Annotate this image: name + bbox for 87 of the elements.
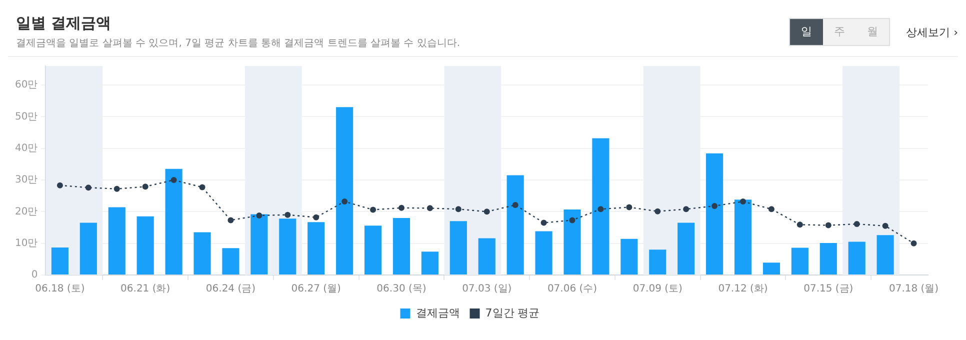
bar xyxy=(506,175,524,274)
bar xyxy=(620,238,638,274)
y-tick-label: 60만 xyxy=(14,80,38,91)
point xyxy=(598,206,604,212)
point xyxy=(796,222,803,228)
bar xyxy=(364,226,382,274)
point xyxy=(854,221,860,228)
bar xyxy=(165,168,182,274)
point xyxy=(455,206,462,212)
bar xyxy=(706,153,724,274)
point xyxy=(540,220,547,226)
point xyxy=(683,206,690,212)
point xyxy=(626,204,632,210)
point xyxy=(825,222,832,228)
point xyxy=(199,184,206,190)
bar xyxy=(222,248,240,274)
point xyxy=(512,202,518,208)
point xyxy=(56,182,63,188)
bar xyxy=(592,138,610,274)
point xyxy=(740,198,746,205)
x-tick-label: 07.09 (토) xyxy=(632,284,683,295)
bar xyxy=(308,222,325,274)
bar xyxy=(820,243,837,274)
x-tick-label: 06.18 (토) xyxy=(35,284,85,295)
bar xyxy=(108,207,126,274)
y-tick-label: 30만 xyxy=(14,174,38,186)
text: 상세보기 › xyxy=(906,24,958,40)
point xyxy=(228,217,234,224)
bar xyxy=(848,242,866,274)
point xyxy=(370,206,376,213)
point xyxy=(256,212,262,218)
point xyxy=(426,205,433,212)
point xyxy=(313,214,320,220)
bar xyxy=(336,107,354,274)
x-tick-label: 07.15 (금) xyxy=(804,284,854,295)
x-tick-label: 07.06 (수) xyxy=(547,284,598,295)
point xyxy=(170,177,177,183)
bar xyxy=(450,221,467,274)
y-tick-label: 20만 xyxy=(14,206,38,218)
bar xyxy=(136,216,154,274)
bar xyxy=(876,235,894,274)
point xyxy=(142,184,148,190)
x-tick-label: 07.03 (일) xyxy=(462,284,512,295)
legend-label: 결제금액 xyxy=(416,306,460,320)
point xyxy=(484,208,490,215)
y-tick-label: 0 xyxy=(31,270,38,281)
bar xyxy=(478,238,496,274)
point xyxy=(342,198,348,205)
point xyxy=(85,184,92,191)
bar xyxy=(194,232,211,274)
y-tick-label: 40만 xyxy=(14,142,38,154)
point xyxy=(910,240,917,246)
bar xyxy=(392,218,410,274)
x-tick-label: 06.24 (금) xyxy=(206,284,256,295)
text: 일 xyxy=(790,19,824,45)
x-tick-label: 07.12 (화) xyxy=(718,284,768,295)
bar xyxy=(80,222,97,274)
bar xyxy=(791,248,808,274)
text: 주 xyxy=(823,19,856,45)
legend-label: 7일간 평균 xyxy=(485,306,540,320)
point xyxy=(284,212,291,218)
point xyxy=(768,206,774,212)
chart-title: 일별 결제금액 xyxy=(16,14,112,33)
bar xyxy=(421,252,438,274)
bar xyxy=(649,250,666,274)
y-tick-label: 50만 xyxy=(14,111,38,122)
chart-subtitle: 결제금액을 일별로 살펴볼 수 있으며, 7일 평균 차트를 통해 결제금액 트렌드를 살펴볼 수 있습니다. xyxy=(16,37,460,50)
point xyxy=(114,186,120,192)
y-tick-label: 10만 xyxy=(14,238,38,249)
point xyxy=(654,208,661,214)
point xyxy=(398,204,404,211)
bar xyxy=(564,209,581,274)
bar xyxy=(678,222,695,274)
point xyxy=(882,222,888,229)
bar xyxy=(535,231,552,274)
x-tick-label: 06.21 (화) xyxy=(120,284,170,295)
text: 월 xyxy=(856,19,890,45)
bar xyxy=(279,218,296,274)
bar xyxy=(250,214,268,274)
bar xyxy=(51,247,68,274)
point xyxy=(712,202,718,209)
x-tick-label: 06.27 (월) xyxy=(291,284,342,295)
bar xyxy=(762,262,780,274)
point xyxy=(569,217,576,224)
x-tick-label: 07.18 (월) xyxy=(888,284,939,295)
bar xyxy=(734,200,752,274)
x-tick-label: 06.30 (목) xyxy=(376,284,426,295)
